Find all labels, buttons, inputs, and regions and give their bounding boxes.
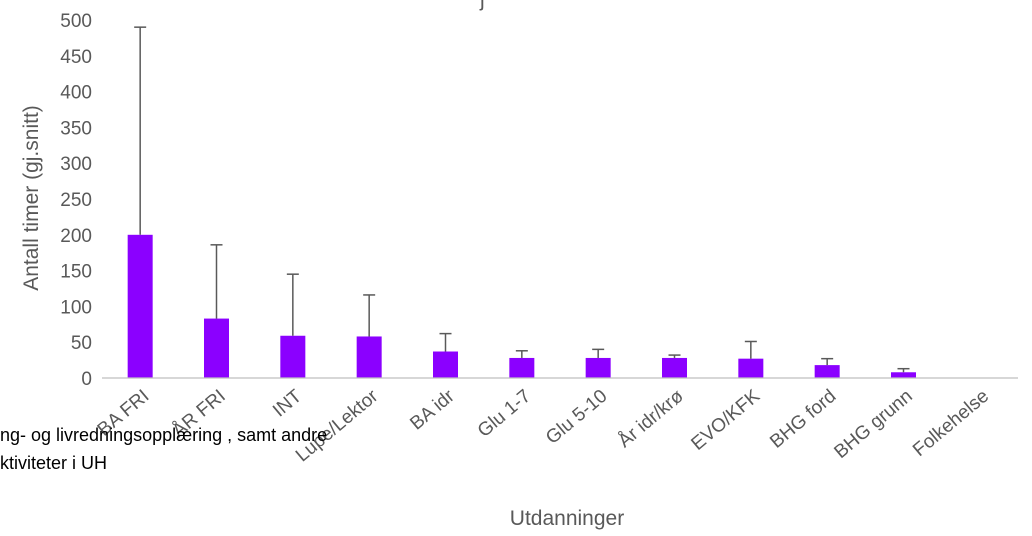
bar: [585, 357, 611, 378]
bar: [891, 372, 916, 378]
bar: [814, 365, 840, 378]
x-axis-title: Utdanninger: [510, 507, 624, 530]
y-axis-ticks: 0 50 100 150 200 250 300 350 400 450 500: [60, 11, 92, 390]
bars: [127, 234, 916, 378]
y-tick-label: 150: [60, 262, 92, 283]
y-tick-label: 450: [60, 47, 92, 68]
x-tick-label: BA idr: [406, 385, 459, 434]
bar: [280, 335, 306, 378]
caption-line-1: ng- og livredningsopplæring , samt andre: [0, 425, 327, 445]
bar: [738, 358, 764, 378]
x-tick-label: Folkehelse: [909, 386, 993, 461]
y-tick-label: 300: [60, 154, 92, 175]
y-tick-label: 350: [60, 118, 92, 139]
y-tick-label: 200: [60, 226, 92, 247]
bar: [204, 318, 229, 378]
y-tick-label: 100: [60, 297, 92, 318]
x-tick-label: BHG grunn: [830, 386, 916, 463]
y-tick-label: 250: [60, 190, 92, 211]
x-tick-label: Glu 1-7: [474, 386, 535, 442]
bar: [356, 336, 382, 378]
bar: [127, 234, 153, 378]
y-tick-label: 400: [60, 83, 92, 104]
y-tick-label: 50: [71, 333, 92, 354]
title-fragment: j: [479, 0, 485, 11]
x-tick-label: EVO/KFK: [687, 386, 764, 455]
bar: [509, 357, 535, 378]
y-tick-label: 0: [81, 369, 92, 390]
x-tick-label: BHG ford: [766, 386, 840, 453]
y-axis-title: Antall timer (gj.snitt): [20, 105, 43, 291]
caption-line-2: ktiviteter i UH: [0, 453, 107, 473]
x-tick-label: INT: [269, 385, 306, 421]
error-bars: [134, 26, 910, 373]
bar: [433, 351, 458, 378]
y-tick-label: 500: [60, 11, 92, 32]
x-tick-label: Glu 5-10: [542, 386, 611, 449]
x-tick-label: År idr/krø: [614, 385, 688, 452]
bar: [662, 357, 687, 378]
